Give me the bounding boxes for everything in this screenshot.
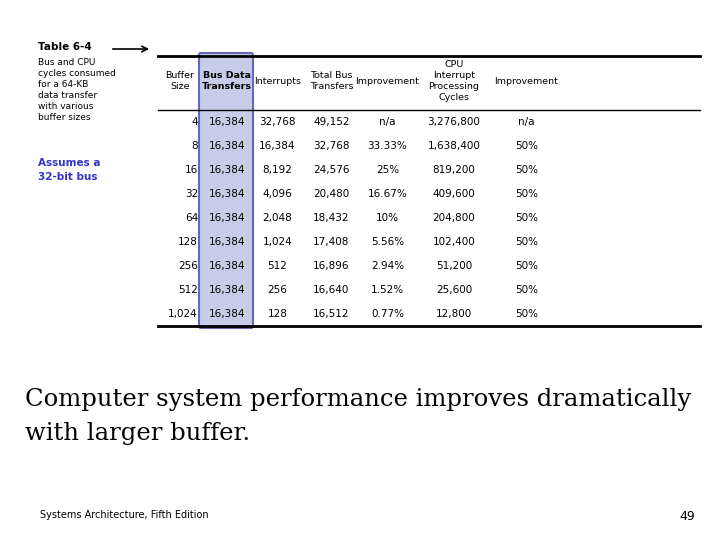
Text: 32,768: 32,768 <box>259 117 296 127</box>
Text: Bus and CPU
cycles consumed
for a 64-KB
data transfer
with various
buffer sizes: Bus and CPU cycles consumed for a 64-KB … <box>38 58 116 123</box>
Text: 16,384: 16,384 <box>209 261 246 271</box>
Text: 512: 512 <box>268 261 287 271</box>
Text: Bus Data
Transfers: Bus Data Transfers <box>202 71 252 91</box>
Text: 18,432: 18,432 <box>313 213 350 223</box>
FancyBboxPatch shape <box>199 53 253 328</box>
Text: 17,408: 17,408 <box>313 237 350 247</box>
Text: 50%: 50% <box>515 213 538 223</box>
Text: 1.52%: 1.52% <box>371 285 404 295</box>
Text: 256: 256 <box>268 285 287 295</box>
Text: 16,384: 16,384 <box>259 141 296 151</box>
Text: 8: 8 <box>192 141 198 151</box>
Text: 16: 16 <box>185 165 198 175</box>
Text: 50%: 50% <box>515 285 538 295</box>
Text: 24,576: 24,576 <box>313 165 350 175</box>
Text: 50%: 50% <box>515 309 538 319</box>
Text: 2.94%: 2.94% <box>371 261 404 271</box>
Text: 49,152: 49,152 <box>313 117 350 127</box>
Text: 128: 128 <box>268 309 287 319</box>
Text: 33.33%: 33.33% <box>368 141 408 151</box>
Text: 3,276,800: 3,276,800 <box>428 117 480 127</box>
Text: 1,024: 1,024 <box>263 237 292 247</box>
Text: 16,384: 16,384 <box>209 189 246 199</box>
Text: 2,048: 2,048 <box>263 213 292 223</box>
Text: 4,096: 4,096 <box>263 189 292 199</box>
Text: 128: 128 <box>178 237 198 247</box>
Text: 16,384: 16,384 <box>209 117 246 127</box>
Text: 25,600: 25,600 <box>436 285 472 295</box>
Text: 16,384: 16,384 <box>209 237 246 247</box>
Text: 16,640: 16,640 <box>313 285 350 295</box>
Text: 16,384: 16,384 <box>209 285 246 295</box>
Text: 512: 512 <box>178 285 198 295</box>
Text: 8,192: 8,192 <box>263 165 292 175</box>
Text: n/a: n/a <box>379 117 396 127</box>
Text: 49: 49 <box>679 510 695 523</box>
Text: 20,480: 20,480 <box>313 189 350 199</box>
Text: 50%: 50% <box>515 237 538 247</box>
Text: 50%: 50% <box>515 165 538 175</box>
Text: 4: 4 <box>192 117 198 127</box>
Text: Improvement: Improvement <box>495 77 559 85</box>
Text: Assumes a
32-bit bus: Assumes a 32-bit bus <box>38 158 101 181</box>
Text: 64: 64 <box>185 213 198 223</box>
Text: 32: 32 <box>185 189 198 199</box>
Text: 25%: 25% <box>376 165 399 175</box>
Text: 5.56%: 5.56% <box>371 237 404 247</box>
Text: 50%: 50% <box>515 141 538 151</box>
Text: 51,200: 51,200 <box>436 261 472 271</box>
Text: 10%: 10% <box>376 213 399 223</box>
Text: 16,512: 16,512 <box>313 309 350 319</box>
Text: 50%: 50% <box>515 189 538 199</box>
Text: n/a: n/a <box>518 117 535 127</box>
Text: Computer system performance improves dramatically: Computer system performance improves dra… <box>25 388 691 411</box>
Text: 1,638,400: 1,638,400 <box>428 141 480 151</box>
Text: 204,800: 204,800 <box>433 213 475 223</box>
Text: 16,896: 16,896 <box>313 261 350 271</box>
Text: 0.77%: 0.77% <box>371 309 404 319</box>
Text: 16,384: 16,384 <box>209 141 246 151</box>
Text: 12,800: 12,800 <box>436 309 472 319</box>
Text: CPU
Interrupt
Processing
Cycles: CPU Interrupt Processing Cycles <box>428 60 480 102</box>
Text: 16,384: 16,384 <box>209 213 246 223</box>
Text: 256: 256 <box>178 261 198 271</box>
Text: Interrupts: Interrupts <box>254 77 301 85</box>
Text: Table 6-4: Table 6-4 <box>38 42 91 52</box>
Text: 16,384: 16,384 <box>209 165 246 175</box>
Text: 16.67%: 16.67% <box>368 189 408 199</box>
Text: Improvement: Improvement <box>356 77 420 85</box>
Text: with larger buffer.: with larger buffer. <box>25 422 250 445</box>
Text: Total Bus
Transfers: Total Bus Transfers <box>310 71 354 91</box>
Text: 409,600: 409,600 <box>433 189 475 199</box>
Text: 16,384: 16,384 <box>209 309 246 319</box>
Text: Systems Architecture, Fifth Edition: Systems Architecture, Fifth Edition <box>40 510 209 520</box>
Text: 50%: 50% <box>515 261 538 271</box>
Text: Buffer
Size: Buffer Size <box>166 71 194 91</box>
Text: 102,400: 102,400 <box>433 237 475 247</box>
Text: 1,024: 1,024 <box>168 309 198 319</box>
Text: 32,768: 32,768 <box>313 141 350 151</box>
Text: 819,200: 819,200 <box>433 165 475 175</box>
